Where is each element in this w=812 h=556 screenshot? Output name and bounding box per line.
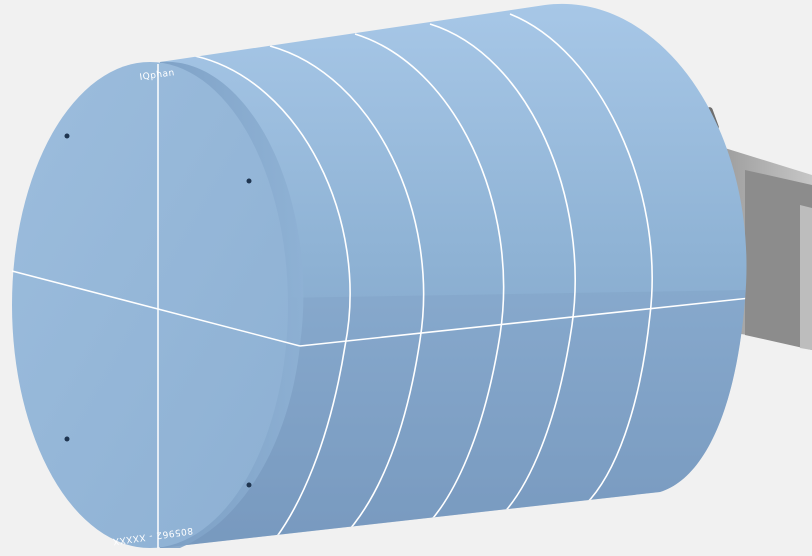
brand-label: IQphan — [139, 68, 175, 83]
fiducial-dot — [64, 436, 70, 442]
fiducial-dot — [64, 133, 70, 139]
fiducial-dot — [246, 482, 252, 488]
phantom-cylinder-body — [160, 3, 747, 549]
phantom-front-face: IQphan 805962 - XXXXX — [11, 62, 301, 548]
fiducial-dot — [246, 178, 252, 184]
